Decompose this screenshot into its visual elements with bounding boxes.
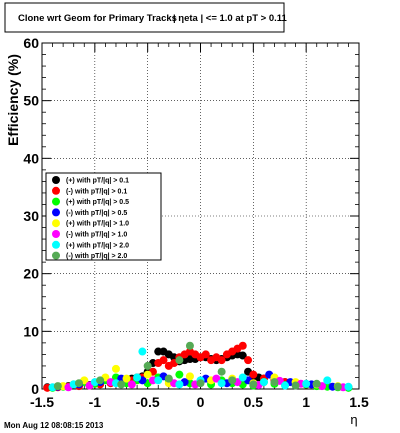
legend-marker xyxy=(52,251,60,260)
y-tick-label: 30 xyxy=(23,208,39,224)
series-4-point xyxy=(122,374,131,383)
x-tick-labels: -1.5 -1 -0.5 0 0.5 1 1.5 xyxy=(30,394,369,410)
series-7-point xyxy=(117,380,126,389)
x-tick-label: 1.5 xyxy=(349,394,369,410)
data-points xyxy=(43,341,353,392)
y-axis-label: Efficiency (%) xyxy=(5,54,21,146)
series-1-point xyxy=(217,356,226,365)
series-6-point xyxy=(133,373,142,382)
series-7-point xyxy=(74,379,83,388)
series-7-point xyxy=(143,361,152,370)
legend-entry: (-) with pT/|q| > 0.5 xyxy=(66,210,127,217)
legend-entry: (+) with pT/|q| > 1.0 xyxy=(66,221,129,228)
series-5-point xyxy=(127,380,136,389)
legend-marker xyxy=(52,230,60,238)
series-6-point xyxy=(138,347,147,356)
x-axis-label: η xyxy=(350,412,357,427)
series-4-point xyxy=(111,364,120,373)
legend-marker xyxy=(52,176,60,184)
grid-lines xyxy=(42,43,359,389)
series-6-point xyxy=(323,376,332,385)
series-4-point xyxy=(185,372,194,381)
series-1-point xyxy=(201,350,210,359)
y-tick-label: 40 xyxy=(23,150,39,166)
series-6-point xyxy=(302,379,311,388)
y-tick-label: 20 xyxy=(23,266,39,282)
legend: (+) with pT/|q| > 0.1 (-) with pT/|q| > 0… xyxy=(52,176,129,260)
series-6-point xyxy=(238,373,247,382)
chart-title-cut: | ηeta | <= 1.0 at pT > 0.11 xyxy=(173,13,288,24)
legend-entry: (-) with pT/|q| > 0.1 xyxy=(66,188,127,195)
series-5-point xyxy=(212,374,221,383)
series-7-point xyxy=(270,378,279,387)
series-7-point xyxy=(217,367,226,376)
x-tick-label: 0.5 xyxy=(244,394,264,410)
series-7-point xyxy=(164,374,173,383)
series-6-point xyxy=(154,376,163,385)
series-4-point xyxy=(143,370,152,379)
legend-entry: (-) with pT/|q| > 1.0 xyxy=(66,232,127,239)
footer-date: Mon Aug 12 08:08:15 2013 xyxy=(4,421,104,430)
series-6-point xyxy=(175,380,184,389)
series-1-point xyxy=(238,341,247,350)
series-7-point xyxy=(53,382,62,391)
series-7-point xyxy=(249,380,258,389)
title-box xyxy=(4,2,285,33)
series-7-point xyxy=(185,341,194,350)
y-tick-label: 10 xyxy=(23,323,39,339)
legend-box xyxy=(45,172,162,261)
legend-marker xyxy=(52,208,60,217)
series-2-point xyxy=(175,370,184,379)
series-7-point xyxy=(96,376,105,385)
series-1-point xyxy=(244,356,253,365)
legend-marker xyxy=(52,240,60,249)
x-tick-label: -0.5 xyxy=(136,394,160,410)
x-tick-label: 0 xyxy=(197,394,205,410)
legend-entry: (+) with pT/|q| > 0.1 xyxy=(66,178,129,185)
legend-marker xyxy=(52,197,60,206)
series-1-point xyxy=(249,370,258,379)
y-tick-labels: 0 10 20 30 40 50 60 xyxy=(23,35,39,397)
y-tick-label: 0 xyxy=(31,381,39,397)
y-tick-label: 60 xyxy=(23,35,39,51)
x-tick-label: -1 xyxy=(89,394,102,410)
series-7-point xyxy=(196,379,205,388)
chart-title: Clone wrt Geom for Primary Tracks xyxy=(18,13,177,24)
x-tick-label: -1.5 xyxy=(30,394,54,410)
series-7-point xyxy=(312,379,321,388)
series-7-point xyxy=(228,376,237,385)
y-tick-label: 50 xyxy=(23,93,39,109)
series-7-point xyxy=(291,381,300,390)
legend-entry: (+) with pT/|q| > 2.0 xyxy=(66,242,129,249)
legend-marker xyxy=(52,219,60,228)
series-6-point xyxy=(344,382,353,391)
series-7-point xyxy=(175,356,184,365)
legend-entry: (-) with pT/|q| > 2.0 xyxy=(66,253,127,260)
legend-marker xyxy=(52,186,60,195)
series-6-point xyxy=(217,379,226,388)
series-1-point xyxy=(159,356,168,365)
legend-entry: (+) with pT/|q| > 0.5 xyxy=(66,199,129,206)
series-6-point xyxy=(281,381,290,390)
series-7-point xyxy=(333,382,342,391)
x-tick-label: 1 xyxy=(302,394,310,410)
series-0-point xyxy=(238,351,247,360)
series-6-point xyxy=(259,378,268,387)
